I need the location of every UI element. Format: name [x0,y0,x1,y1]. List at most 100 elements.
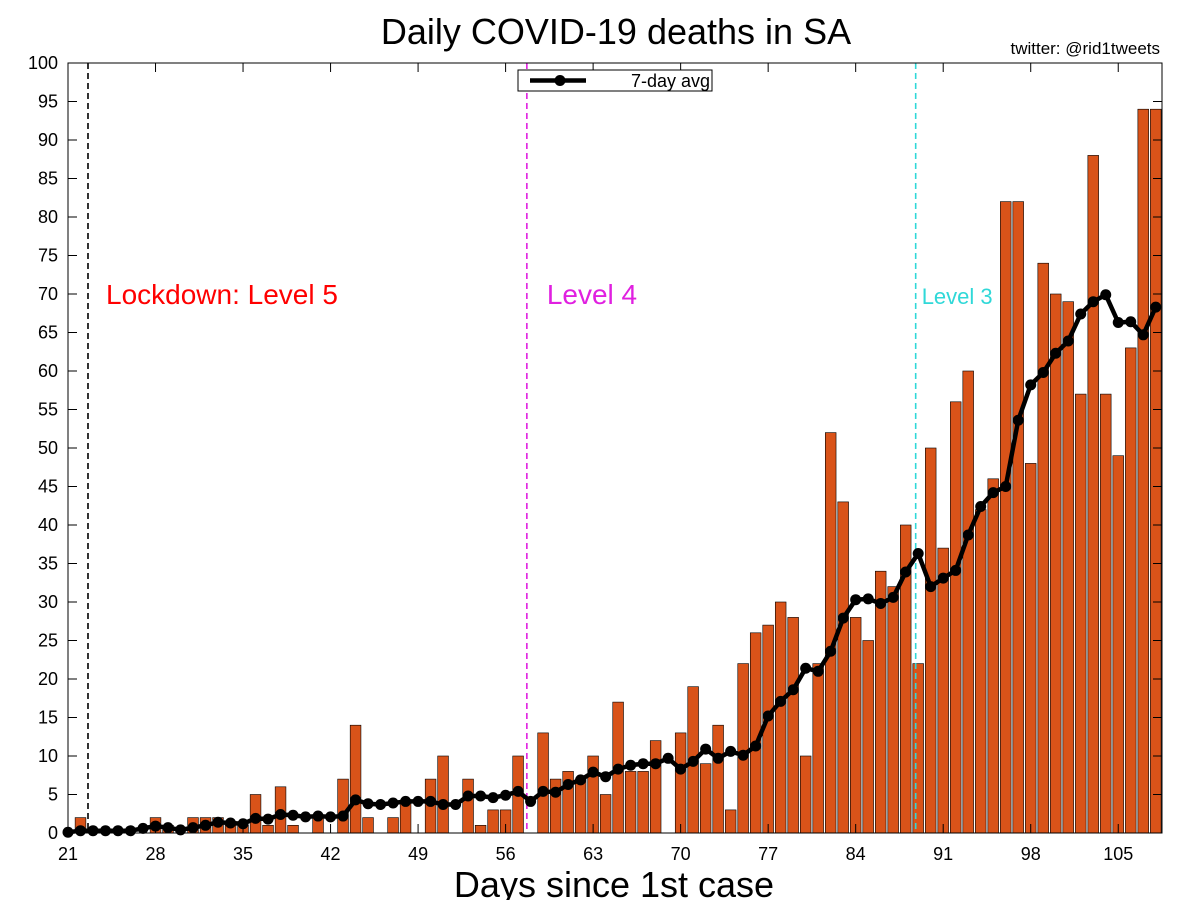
x-tick-label-56: 56 [496,844,516,864]
avg-point-day-71 [687,755,699,767]
x-tick-label-77: 77 [758,844,778,864]
avg-point-day-25 [112,825,124,837]
bar-day-72 [699,763,712,834]
avg-point-day-90 [925,581,937,593]
y-tick-label-55: 55 [38,400,58,420]
avg-point-day-38 [275,809,287,821]
bar-day-106 [1125,347,1137,834]
avg-point-day-58 [525,795,537,807]
avg-point-day-55 [487,792,499,804]
bar-day-99 [1037,262,1049,834]
avg-point-day-95 [987,487,999,499]
avg-point-day-48 [400,795,412,807]
bar-day-94 [975,509,987,834]
bar-day-75 [737,663,749,834]
avg-point-day-43 [337,810,349,822]
avg-point-day-80 [800,662,812,674]
bar-day-86 [875,570,887,834]
avg-point-day-81 [812,665,824,677]
avg-point-day-89 [912,547,924,559]
avg-point-day-93 [962,529,974,541]
avg-point-day-99 [1037,367,1049,379]
bar-day-51 [437,755,449,834]
avg-point-day-27 [137,822,149,834]
avg-point-day-76 [750,740,762,752]
y-tick-label-45: 45 [38,477,58,497]
level-label-1: Lockdown: Level 5 [106,279,338,310]
avg-point-day-67 [637,758,649,770]
x-tick-label-98: 98 [1021,844,1041,864]
bar-day-68 [649,740,662,834]
avg-line [65,292,1158,835]
seven-day-avg-layer [62,289,1162,838]
bar-day-78 [774,601,787,834]
avg-point-day-65 [612,763,624,775]
avg-point-day-61 [562,778,574,790]
bar-day-59 [537,732,549,834]
avg-point-day-64 [600,771,612,783]
avg-point-day-59 [537,785,549,797]
x-tick-label-49: 49 [408,844,428,864]
avg-point-day-82 [825,645,837,657]
bar-day-64 [599,794,612,834]
y-tick-label-95: 95 [38,92,58,112]
avg-point-day-92 [950,564,962,576]
avg-point-day-78 [775,695,787,707]
avg-point-day-45 [362,798,374,810]
bar-day-87 [887,586,899,834]
bar-day-37 [262,824,274,834]
level-label-2: Level 4 [547,279,637,310]
bar-day-84 [849,617,862,834]
chart-title: Daily COVID-19 deaths in SA [381,11,851,52]
bar-day-83 [837,501,849,834]
avg-point-day-68 [650,758,662,770]
avg-point-day-47 [387,797,399,809]
bar-day-104 [1100,393,1112,834]
avg-point-day-37 [262,813,274,825]
y-tick-label-15: 15 [38,708,58,728]
avg-point-day-96 [1000,481,1012,492]
avg-point-day-63 [587,766,599,778]
bar-day-100 [1050,293,1062,834]
bar-day-74 [724,809,737,834]
avg-point-day-105 [1112,316,1124,328]
avg-point-day-22 [75,825,86,837]
avg-point-day-87 [887,591,899,603]
bars-layer [74,108,1162,834]
avg-point-day-74 [725,745,737,757]
bar-day-98 [1025,463,1037,834]
bar-day-45 [362,817,374,834]
avg-point-day-29 [162,822,174,834]
avg-point-day-66 [625,759,637,771]
bar-day-43 [337,778,349,834]
x-tick-label-63: 63 [583,844,603,864]
avg-point-day-102 [1075,308,1087,320]
bar-day-103 [1087,155,1099,834]
avg-point-day-57 [512,785,524,797]
avg-point-day-36 [250,812,262,824]
x-tick-label-42: 42 [321,844,341,864]
avg-point-day-35 [237,818,249,830]
avg-point-day-51 [437,799,449,811]
bar-day-66 [624,771,637,834]
bar-day-62 [574,778,587,834]
x-tick-label-35: 35 [233,844,253,864]
avg-point-day-84 [850,594,862,606]
y-tick-label-40: 40 [38,515,58,535]
twitter-credit: twitter: @rid1tweets [1010,39,1160,58]
avg-point-day-85 [862,593,874,605]
y-tick-label-60: 60 [38,361,58,381]
bar-day-107 [1137,108,1149,834]
y-tick-label-5: 5 [48,785,58,805]
avg-point-day-24 [100,825,112,837]
avg-point-day-69 [662,752,674,764]
avg-point-day-32 [200,819,212,831]
legend: 7-day avg [517,69,713,92]
level-label-3: Level 3 [922,284,993,309]
avg-point-day-108 [1150,301,1162,313]
y-tick-label-65: 65 [38,323,58,343]
x-axis-label: Days since 1st case [454,864,774,900]
bar-day-73 [712,724,724,834]
y-tick-label-70: 70 [38,284,58,304]
avg-point-day-42 [325,811,337,823]
